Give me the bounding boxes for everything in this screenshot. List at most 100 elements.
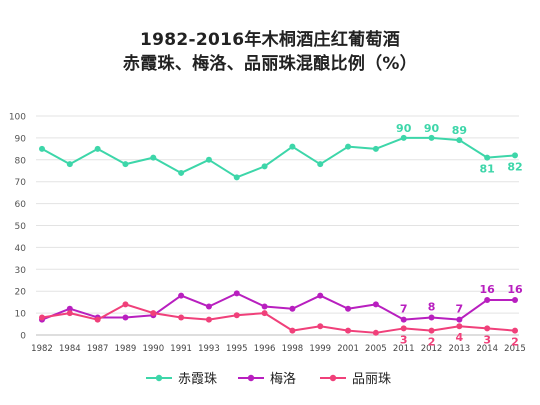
- data-label: 2: [428, 336, 436, 349]
- x-tick-label: 1993: [198, 344, 220, 354]
- data-point: [178, 169, 185, 176]
- data-point: [66, 310, 73, 317]
- data-label: 81: [480, 163, 495, 176]
- data-point: [400, 316, 407, 323]
- x-tick-label: 1995: [226, 344, 248, 354]
- data-label: 3: [483, 333, 491, 346]
- x-tick-label: 2001: [337, 344, 359, 354]
- data-point: [372, 301, 379, 308]
- data-label: 90: [396, 122, 412, 135]
- x-tick-label: 1996: [254, 344, 276, 354]
- y-tick-label: 100: [9, 113, 26, 123]
- x-tick-label: 1998: [282, 344, 304, 354]
- x-tick-label: 1987: [87, 344, 109, 354]
- x-tick-label: 1991: [170, 344, 192, 354]
- data-point: [289, 143, 296, 150]
- chart-title-line-1: 1982-2016年木桐酒庄红葡萄酒: [139, 30, 401, 50]
- data-label: 16: [480, 283, 496, 296]
- x-tick-label: 1984: [59, 344, 81, 354]
- data-point: [456, 316, 463, 323]
- data-point: [428, 327, 435, 334]
- data-point: [317, 323, 324, 330]
- data-point: [150, 310, 157, 317]
- data-label: 7: [456, 303, 464, 316]
- data-point: [512, 296, 518, 303]
- legend-swatch-marker: [155, 374, 163, 382]
- data-point: [484, 325, 491, 332]
- data-point: [261, 303, 268, 310]
- legend-label: 品丽珠: [352, 372, 391, 387]
- data-point: [317, 292, 324, 299]
- data-point: [512, 327, 518, 334]
- chart-title-line-2: 赤霞珠、梅洛、品丽珠混酿比例（%）: [122, 54, 418, 74]
- data-label: 3: [400, 333, 408, 346]
- legend-swatch-marker: [247, 374, 255, 382]
- y-tick-label: 50: [15, 222, 27, 232]
- x-tick-label: 1999: [309, 344, 331, 354]
- data-label: 7: [400, 303, 408, 316]
- data-point: [372, 329, 379, 336]
- data-point: [122, 301, 129, 308]
- y-tick-label: 90: [15, 134, 27, 144]
- data-point: [205, 156, 212, 163]
- data-point: [512, 152, 518, 159]
- x-tick-label: 2013: [449, 344, 471, 354]
- data-point: [261, 310, 268, 317]
- data-point: [372, 145, 379, 152]
- data-point: [456, 137, 463, 144]
- data-point: [428, 134, 435, 141]
- data-point: [456, 323, 463, 330]
- data-label: 90: [424, 122, 440, 135]
- data-point: [94, 145, 101, 152]
- data-point: [289, 327, 296, 334]
- data-point: [178, 292, 185, 299]
- series-line-2: [41, 303, 516, 334]
- data-point: [400, 134, 407, 141]
- x-tick-label: 2011: [393, 344, 415, 354]
- data-point: [289, 305, 296, 312]
- data-point: [233, 174, 240, 181]
- series-line-1: [41, 292, 515, 321]
- data-point: [205, 316, 212, 323]
- x-tick-label: 1989: [115, 344, 137, 354]
- data-label: 89: [452, 124, 467, 137]
- y-tick-label: 40: [15, 244, 27, 254]
- data-point: [39, 314, 45, 321]
- data-label: 8: [428, 300, 436, 313]
- x-tick-label: 1990: [142, 344, 164, 354]
- data-point: [122, 161, 129, 168]
- data-label: 4: [456, 331, 464, 344]
- data-point: [233, 312, 240, 319]
- data-label: 82: [507, 160, 522, 173]
- data-point: [233, 290, 240, 297]
- y-tick-label: 0: [20, 332, 26, 342]
- y-tick-label: 30: [15, 266, 27, 276]
- data-point: [317, 161, 324, 168]
- data-point: [484, 296, 491, 303]
- data-point: [122, 314, 129, 321]
- data-point: [205, 303, 212, 310]
- data-label: 2: [511, 336, 519, 349]
- y-tick-label: 70: [15, 178, 27, 188]
- data-point: [66, 305, 73, 312]
- y-tick-label: 80: [15, 156, 27, 166]
- data-point: [150, 154, 157, 161]
- x-tick-label: 1982: [31, 344, 53, 354]
- y-tick-label: 60: [15, 200, 27, 210]
- series-line-0: [41, 136, 516, 179]
- data-label: 16: [507, 283, 523, 296]
- data-point: [345, 327, 352, 334]
- data-point: [428, 314, 435, 321]
- data-point: [345, 143, 352, 150]
- legend-label: 梅洛: [270, 372, 296, 387]
- y-tick-label: 20: [15, 288, 27, 298]
- legend-label: 赤霞珠: [178, 372, 217, 387]
- data-point: [400, 325, 407, 332]
- data-point: [345, 305, 352, 312]
- x-tick-label: 2015: [504, 344, 526, 354]
- data-point: [484, 154, 491, 161]
- data-point: [178, 314, 185, 321]
- data-point: [94, 316, 101, 323]
